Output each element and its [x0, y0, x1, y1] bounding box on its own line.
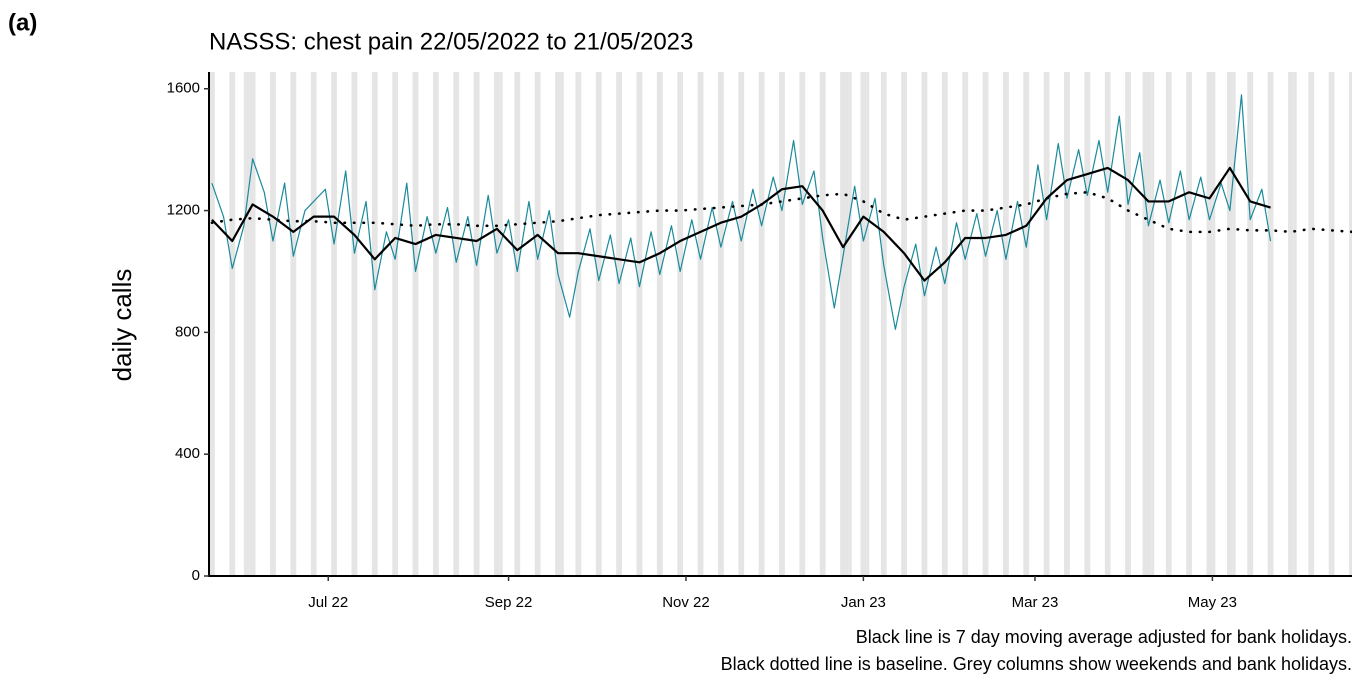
bank-holiday-column — [243, 72, 247, 576]
weekend-column — [717, 72, 724, 576]
weekend-column — [1064, 72, 1070, 576]
x-tick-label: Mar 23 — [1012, 594, 1059, 611]
weekend-column — [941, 72, 948, 576]
bank-holiday-column — [1212, 72, 1216, 576]
weekend-column — [209, 72, 215, 576]
weekend-column — [1328, 72, 1335, 576]
weekend-column — [1226, 72, 1233, 576]
bank-holiday-column — [1151, 72, 1155, 576]
weekend-column — [1104, 72, 1111, 576]
weekend-column — [1145, 72, 1152, 576]
x-tick-label: Sep 22 — [485, 594, 533, 611]
chart-title: NASSS: chest pain 22/05/2022 to 21/05/20… — [209, 28, 693, 55]
weekend-column — [799, 72, 806, 576]
weekend-column — [432, 72, 439, 576]
series-line — [211, 94, 1272, 330]
weekend-column — [636, 72, 643, 576]
weekend-column — [534, 72, 541, 576]
bank-holiday-column — [499, 72, 503, 576]
weekend-column — [371, 72, 378, 576]
weekend-column — [616, 72, 622, 576]
weekend-column — [1186, 72, 1193, 576]
weekend-column — [982, 72, 989, 576]
weekend-column — [1023, 72, 1030, 576]
weekend-column — [1043, 72, 1050, 576]
bank-holiday-column — [1232, 72, 1236, 576]
y-tick-label: 1600 — [167, 80, 200, 97]
weekend-column — [697, 72, 704, 576]
weekend-column — [860, 72, 867, 576]
weekend-column — [1084, 72, 1091, 576]
weekend-column — [1349, 72, 1352, 576]
y-tick-label: 0 — [192, 567, 200, 584]
weekend-column — [901, 72, 908, 576]
weekend-column — [880, 72, 887, 576]
y-tick-label: 800 — [175, 323, 200, 340]
weekend-column — [494, 72, 500, 576]
bank-holiday-column — [866, 72, 870, 576]
note: Black line is 7 day moving average adjus… — [856, 627, 1352, 647]
weekend-column — [595, 72, 602, 576]
y-tick-label: 1200 — [167, 202, 200, 219]
plot — [209, 72, 1352, 576]
weekend-column — [575, 72, 582, 576]
weekend-column — [1267, 72, 1274, 576]
series-line — [210, 190, 1352, 234]
weekend-column — [779, 72, 785, 576]
y-tick-label: 400 — [175, 445, 200, 462]
weekend-column — [290, 72, 297, 576]
x-tick-label: Jan 23 — [841, 594, 886, 611]
weekend-column — [310, 72, 317, 576]
x-tick-label: Nov 22 — [662, 594, 710, 611]
weekend-column — [738, 72, 745, 576]
bank-holiday-column — [848, 72, 852, 576]
weekend-column — [758, 72, 765, 576]
weekend-column — [453, 72, 460, 576]
weekend-column — [229, 72, 236, 576]
weekend-column — [1002, 72, 1009, 576]
bank-holiday-column — [560, 72, 564, 576]
bank-holiday-column — [845, 72, 849, 576]
weekend-column — [412, 72, 419, 576]
weekend-column — [1125, 72, 1131, 576]
weekend-column — [921, 72, 928, 576]
series-line — [211, 166, 1271, 282]
bank-holiday-column — [246, 72, 250, 576]
weekend-column — [1206, 72, 1213, 576]
note: Black dotted line is baseline. Grey colu… — [721, 654, 1352, 674]
weekend-column — [514, 72, 521, 576]
weekend-column — [677, 72, 684, 576]
weekend-column — [1165, 72, 1172, 576]
panel-label: (a) — [8, 9, 37, 36]
bank-holiday-column — [1142, 72, 1146, 576]
weekend-column — [1308, 72, 1315, 576]
weekend-column — [351, 72, 358, 576]
bank-holiday-column — [1293, 72, 1297, 576]
x-tick-label: Jul 22 — [308, 594, 348, 611]
weekend-column — [1247, 72, 1254, 576]
x-tick-label: May 23 — [1188, 594, 1237, 611]
weekend-column — [962, 72, 969, 576]
weekend-column — [331, 72, 337, 576]
weekend-column — [656, 72, 663, 576]
weekend-column — [249, 72, 256, 576]
weekend-column — [555, 72, 561, 576]
weekend-column — [473, 72, 480, 576]
weekend-column — [270, 72, 276, 576]
weekend-column — [819, 72, 826, 576]
weekend-column — [392, 72, 399, 576]
weekend-column — [1288, 72, 1294, 576]
y-axis-label: daily calls — [107, 269, 137, 382]
weekend-column — [840, 72, 846, 576]
